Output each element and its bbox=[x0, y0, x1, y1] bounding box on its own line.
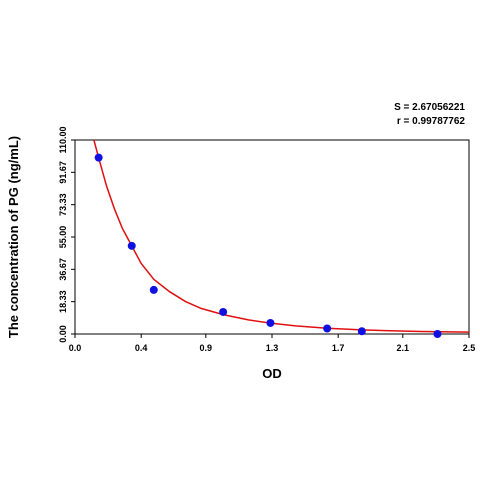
x-tick-label: 1.7 bbox=[332, 343, 345, 353]
y-tick-label: 0.00 bbox=[58, 325, 68, 343]
data-points bbox=[94, 153, 442, 338]
y-tick-label: 110.00 bbox=[58, 126, 68, 153]
y-tick-label: 73.33 bbox=[58, 193, 68, 216]
plot-area bbox=[74, 139, 470, 335]
r-value-label: r = 0.99787762 bbox=[396, 116, 465, 127]
data-point bbox=[219, 307, 228, 316]
x-tick-label: 2.5 bbox=[463, 343, 476, 353]
x-tick-label: 0.4 bbox=[135, 343, 148, 353]
x-tick-label: 0.9 bbox=[200, 343, 213, 353]
y-tick-label: 36.67 bbox=[58, 258, 68, 281]
data-point bbox=[357, 327, 366, 336]
data-point bbox=[94, 153, 103, 162]
x-tick-label: 0.0 bbox=[69, 343, 82, 353]
s-value-label: S = 2.67056221 bbox=[394, 102, 465, 113]
y-tick-label: 18.33 bbox=[58, 290, 68, 313]
y-tick-label: 55.00 bbox=[58, 226, 68, 249]
data-point bbox=[323, 324, 332, 333]
y-axis-title: The concentration of PG (ng/mL) bbox=[6, 136, 21, 338]
data-point bbox=[149, 285, 158, 294]
y-tick-label: 91.67 bbox=[58, 161, 68, 184]
x-axis-title: OD bbox=[262, 366, 282, 381]
x-tick-label: 1.3 bbox=[266, 343, 279, 353]
fit-curve bbox=[93, 139, 470, 333]
x-tick-label: 2.1 bbox=[397, 343, 410, 353]
data-point bbox=[266, 318, 275, 327]
data-point bbox=[127, 241, 136, 250]
y-axis: 0.00 18.33 36.67 55.00 73.33 91.67 110.00 bbox=[58, 126, 75, 343]
x-axis: 0.0 0.4 0.9 1.3 1.7 2.1 2.5 bbox=[69, 334, 476, 353]
data-point bbox=[433, 330, 442, 338]
